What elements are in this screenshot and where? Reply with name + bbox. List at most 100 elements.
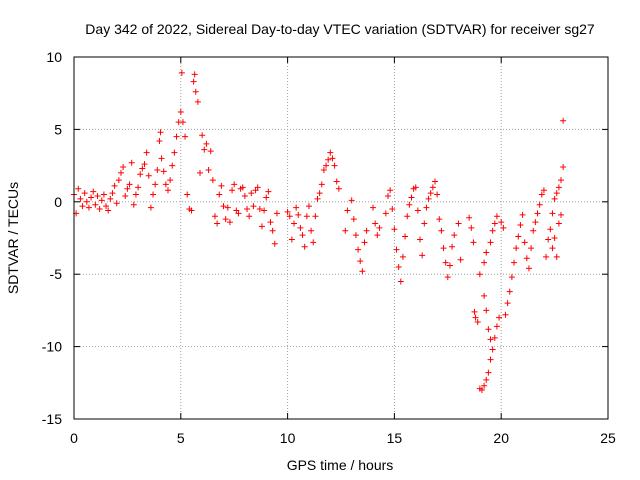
y-tick-label: -15 <box>42 411 62 427</box>
data-point <box>244 206 251 213</box>
x-tick-label: 0 <box>70 430 78 446</box>
data-point <box>374 232 381 239</box>
data-point <box>207 148 214 155</box>
data-point <box>530 227 537 234</box>
data-point <box>205 166 212 173</box>
data-point <box>414 207 421 214</box>
data-point <box>423 204 430 211</box>
data-point <box>267 219 274 226</box>
data-point <box>372 220 379 227</box>
data-point <box>105 207 112 214</box>
data-point <box>397 278 404 285</box>
data-point <box>143 149 150 156</box>
data-point <box>188 207 195 214</box>
data-point <box>485 369 492 376</box>
data-point <box>316 190 323 197</box>
chart-title: Day 342 of 2022, Sidereal Day-to-day VTE… <box>85 21 595 37</box>
y-tick-label: 0 <box>54 194 62 210</box>
data-point <box>113 200 120 207</box>
data-point <box>197 169 204 176</box>
data-point <box>517 221 524 228</box>
data-point <box>85 204 92 211</box>
data-point <box>98 197 105 204</box>
data-point <box>169 162 176 169</box>
data-point <box>156 137 163 144</box>
data-point <box>342 227 349 234</box>
data-point <box>145 172 152 179</box>
data-point <box>393 246 400 253</box>
x-tick-label: 15 <box>387 430 403 446</box>
data-point <box>560 117 567 124</box>
data-point <box>489 227 496 234</box>
data-point <box>344 207 351 214</box>
data-point <box>271 240 278 247</box>
data-point <box>538 191 545 198</box>
data-point <box>77 195 84 202</box>
data-point <box>318 181 325 188</box>
data-point <box>485 326 492 333</box>
data-point <box>124 185 131 192</box>
data-point <box>357 258 364 265</box>
data-point <box>235 210 242 217</box>
data-point <box>491 220 498 227</box>
data-point <box>256 206 263 213</box>
y-tick-label: 5 <box>54 121 62 137</box>
data-point <box>94 193 101 200</box>
axis-ticks <box>73 56 609 420</box>
data-point <box>147 204 154 211</box>
data-point <box>107 195 114 202</box>
data-point <box>96 206 103 213</box>
data-point <box>513 245 520 252</box>
data-point <box>355 246 362 253</box>
data-point <box>314 195 321 202</box>
data-point <box>293 204 300 211</box>
data-point <box>297 224 304 231</box>
data-point <box>540 187 547 194</box>
data-point <box>333 178 340 185</box>
data-point <box>171 149 178 156</box>
data-points <box>71 69 567 394</box>
data-point <box>75 185 82 192</box>
y-tick-label: 10 <box>46 49 62 65</box>
data-point <box>384 193 391 200</box>
x-tick-labels: 0 5 10 15 20 25 <box>70 430 616 446</box>
x-axis-label: GPS time / hours <box>287 457 394 473</box>
data-point <box>555 220 562 227</box>
data-point <box>115 177 122 184</box>
data-point <box>455 220 462 227</box>
data-point <box>549 245 556 252</box>
data-point <box>263 194 270 201</box>
data-point <box>504 300 511 307</box>
data-point <box>446 262 453 269</box>
x-tick-label: 5 <box>177 430 185 446</box>
data-point <box>406 201 413 208</box>
data-point <box>190 78 197 85</box>
data-point <box>164 187 171 194</box>
data-point <box>83 198 90 205</box>
data-point <box>325 156 332 163</box>
data-point <box>404 213 411 220</box>
data-point <box>246 213 253 220</box>
data-point <box>299 232 306 239</box>
x-tick-label: 25 <box>600 430 616 446</box>
data-point <box>350 216 357 223</box>
data-point <box>487 336 494 343</box>
data-point <box>179 119 186 126</box>
data-point <box>288 236 295 243</box>
data-point <box>120 164 127 171</box>
data-point <box>402 233 409 240</box>
data-point <box>111 182 118 189</box>
data-point <box>511 259 518 266</box>
data-point <box>419 252 426 259</box>
data-point <box>496 314 503 321</box>
data-point <box>528 245 535 252</box>
data-point <box>130 201 137 208</box>
data-point <box>250 203 257 210</box>
data-point <box>88 194 95 201</box>
data-point <box>126 181 133 188</box>
data-point <box>481 292 488 299</box>
data-point <box>229 187 236 194</box>
data-point <box>209 177 216 184</box>
data-point <box>222 216 229 223</box>
data-point <box>506 288 513 295</box>
